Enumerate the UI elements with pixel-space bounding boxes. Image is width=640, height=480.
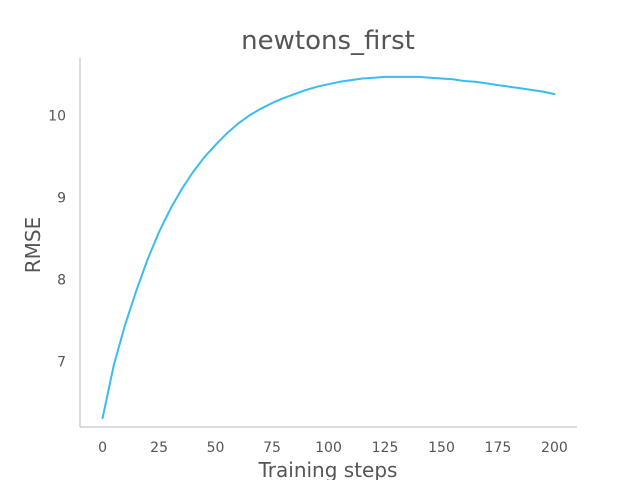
x-tick-label: 25 [150, 440, 168, 456]
x-axis-label: Training steps [258, 458, 398, 480]
x-tick-label: 150 [428, 440, 455, 456]
rmse-series-line [101, 75, 556, 419]
y-axis-ticks: 7 8 9 10 [48, 108, 66, 370]
x-tick-label: 100 [315, 440, 342, 456]
x-tick-label: 75 [263, 440, 281, 456]
y-tick-label: 8 [57, 272, 66, 288]
y-tick-label: 9 [57, 190, 66, 206]
chart-title: newtons_first [241, 26, 415, 56]
x-axis-ticks: 0 25 50 75 100 125 150 175 200 [98, 440, 568, 456]
x-tick-label: 200 [541, 440, 568, 456]
y-tick-label: 10 [48, 108, 66, 124]
y-tick-label: 7 [57, 354, 66, 370]
x-tick-label: 125 [372, 440, 399, 456]
x-tick-label: 50 [207, 440, 225, 456]
x-tick-label: 0 [98, 440, 107, 456]
x-tick-label: 175 [485, 440, 512, 456]
y-axis-label: RMSE [21, 217, 45, 273]
